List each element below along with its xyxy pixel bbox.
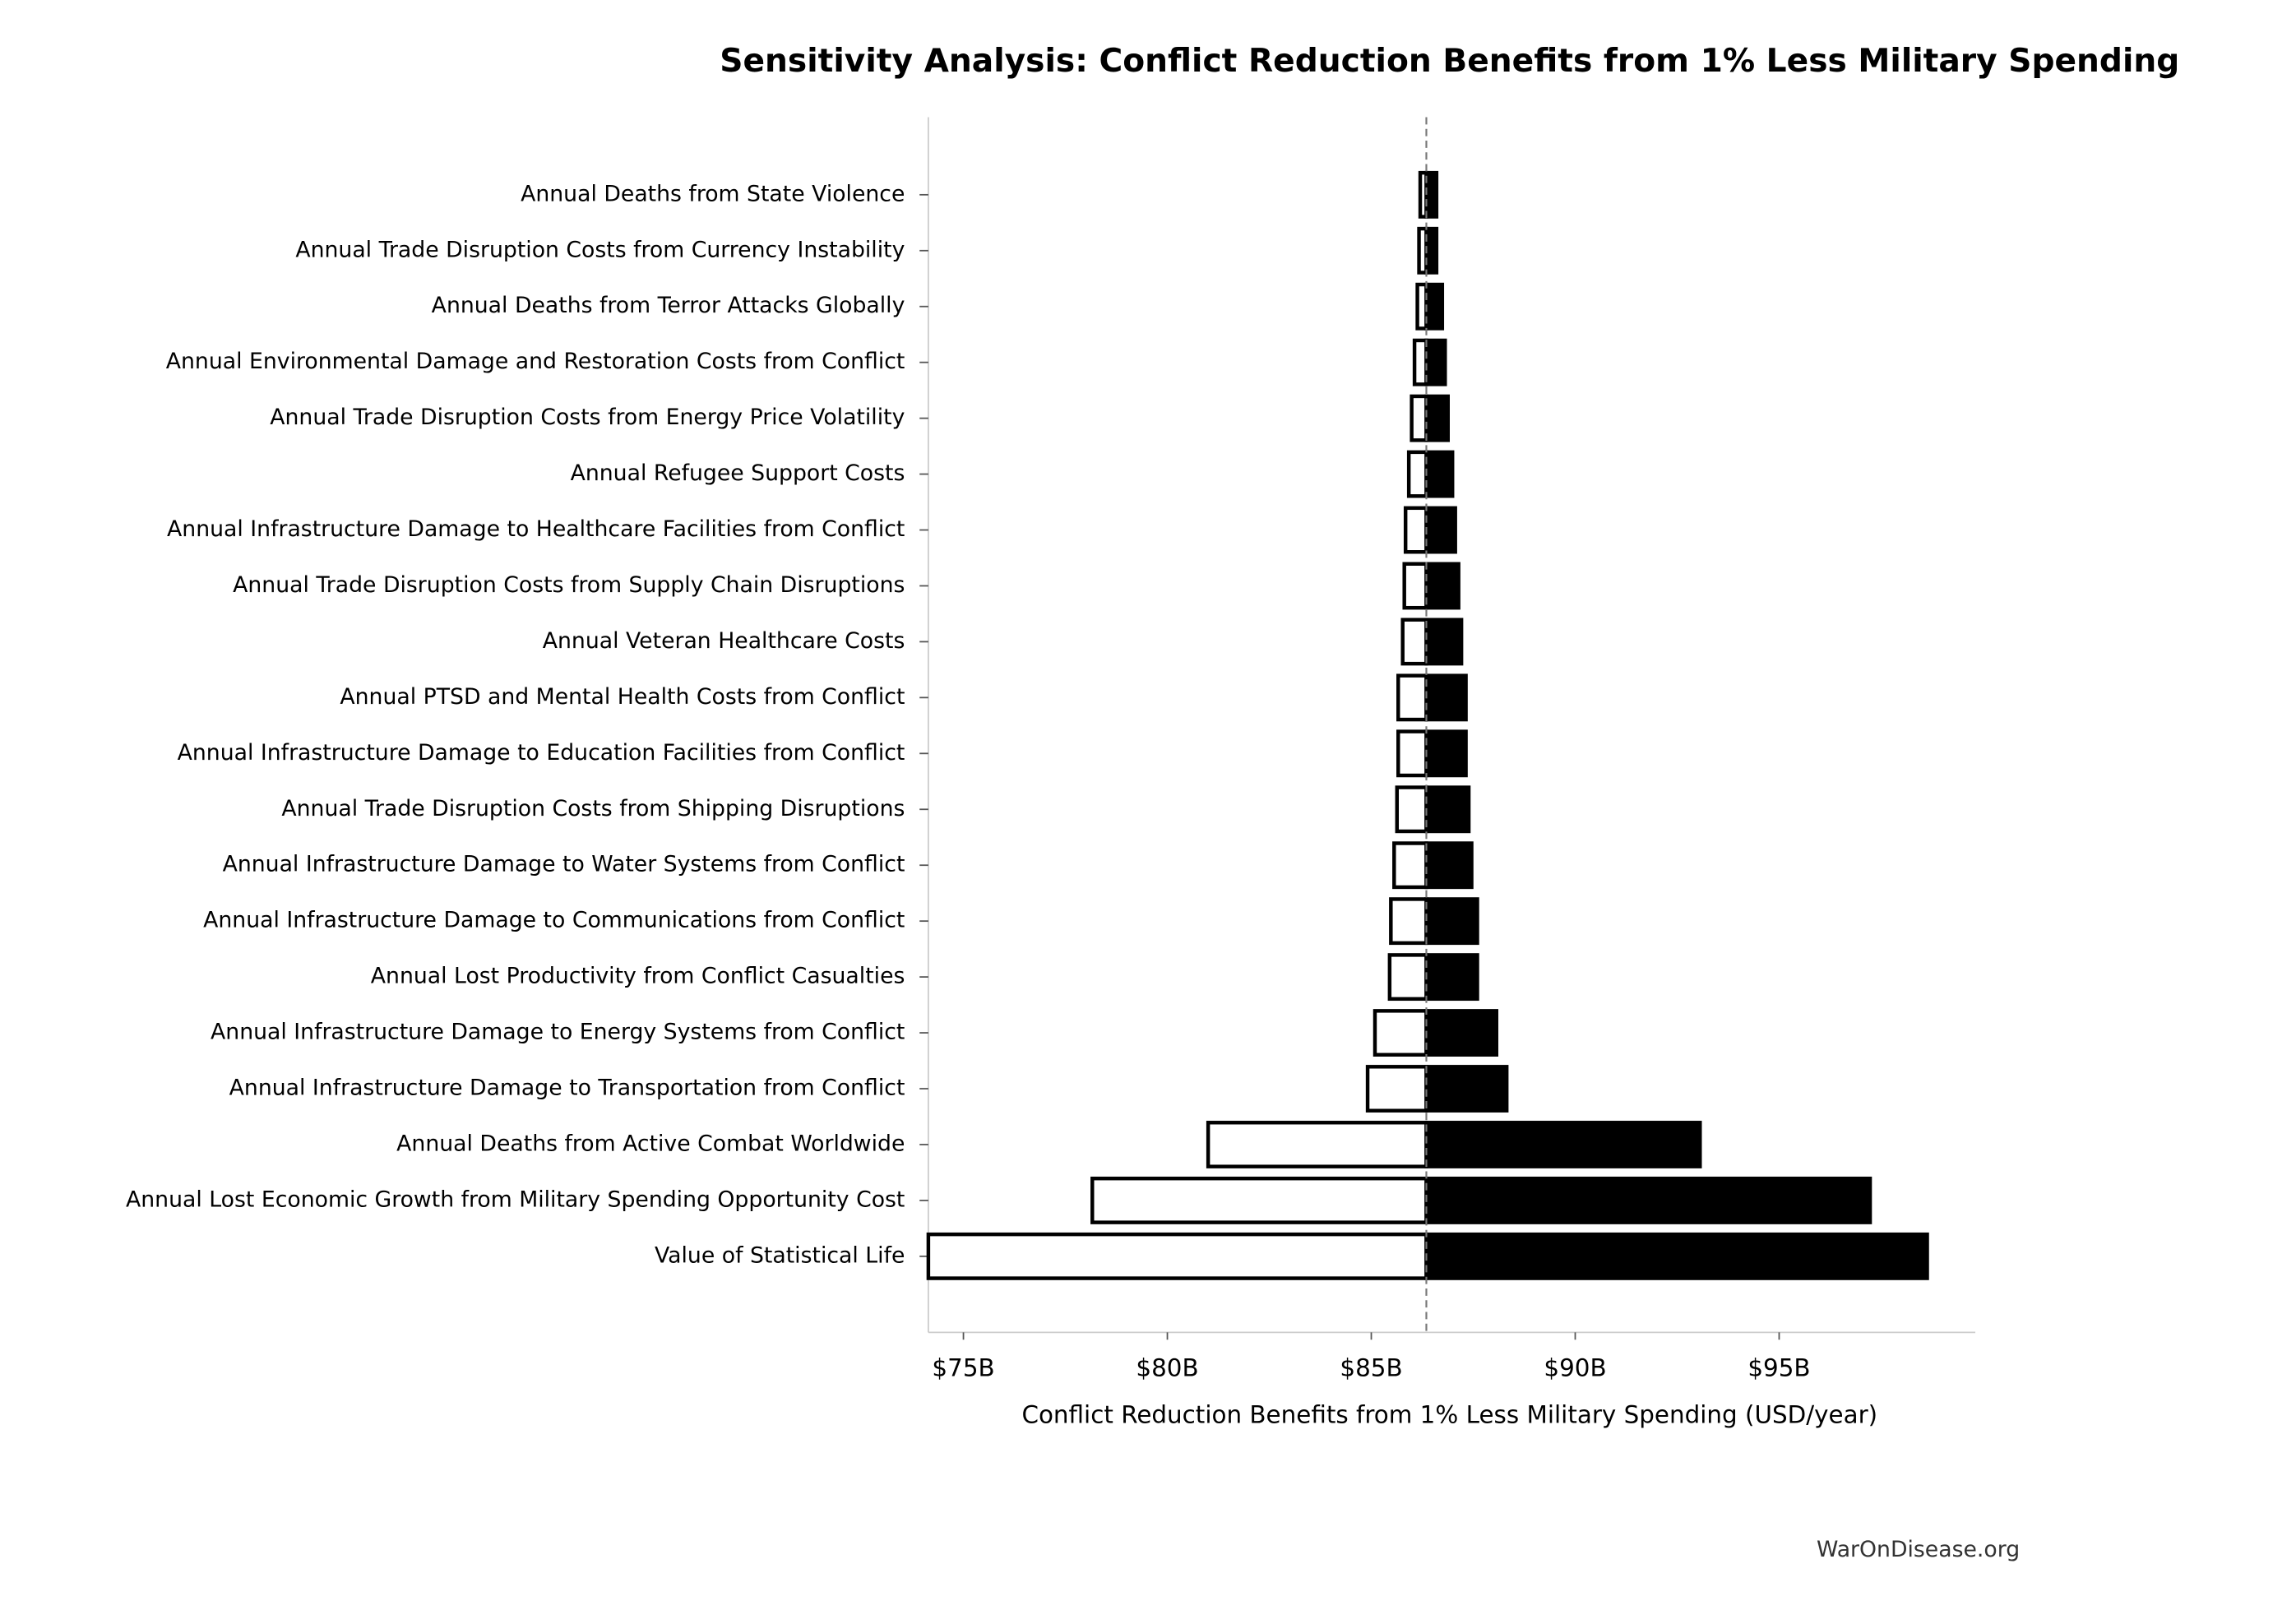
bar — [1392, 841, 1428, 890]
bar — [1424, 562, 1460, 610]
bar — [1373, 1009, 1428, 1057]
y-tick-label: Annual Infrastructure Damage to Communic… — [203, 908, 905, 933]
bar — [1424, 673, 1468, 722]
bar — [1424, 1121, 1702, 1168]
y-tick-label: Annual Trade Disruption Costs from Suppl… — [233, 572, 905, 598]
y-tick-label: Annual Trade Disruption Costs from Energ… — [270, 405, 905, 430]
y-tick-label: Value of Statistical Life — [655, 1242, 905, 1268]
bar — [1424, 1065, 1509, 1113]
x-tick-label: $75B — [932, 1353, 994, 1381]
bar — [1424, 785, 1471, 834]
bar — [1424, 338, 1447, 386]
y-tick-label: Annual Infrastructure Damage to Healthca… — [167, 516, 905, 542]
bar — [926, 1232, 1428, 1280]
bar — [1396, 729, 1428, 778]
bar — [1424, 1176, 1872, 1224]
bar — [1389, 897, 1428, 946]
bar — [1424, 1232, 1929, 1280]
bar — [1424, 226, 1439, 275]
bar — [1365, 1065, 1428, 1113]
y-tick-label: Annual Deaths from Terror Attacks Global… — [432, 293, 905, 318]
bar — [1424, 1009, 1499, 1057]
bar — [1424, 450, 1455, 498]
y-tick-label: Annual Infrastructure Damage to Educatio… — [178, 740, 905, 766]
bar — [1424, 282, 1445, 331]
y-tick-label: Annual Trade Disruption Costs from Curre… — [295, 237, 905, 262]
y-tick-label: Annual Infrastructure Damage to Transpor… — [229, 1076, 905, 1101]
y-tick-label: Annual Infrastructure Damage to Energy S… — [211, 1020, 905, 1045]
x-tick-label: $90B — [1544, 1353, 1606, 1381]
y-tick-label: Annual Deaths from State Violence — [521, 181, 905, 206]
x-tick-label: $80B — [1136, 1353, 1198, 1381]
bar — [1396, 673, 1428, 722]
bar — [1090, 1176, 1428, 1224]
bar — [1424, 729, 1468, 778]
y-tick-label: Annual Environmental Damage and Restorat… — [166, 349, 905, 374]
footer: WarOnDisease.org — [1817, 1537, 2020, 1562]
bar — [1424, 953, 1479, 1002]
bar — [1206, 1121, 1428, 1168]
bar — [1403, 506, 1428, 554]
bar — [1424, 618, 1464, 666]
x-tick-label: $85B — [1340, 1353, 1402, 1381]
bar — [1406, 450, 1428, 498]
bar — [1400, 618, 1428, 666]
bar — [1402, 562, 1428, 610]
y-tick-label: Annual Deaths from Active Combat Worldwi… — [396, 1131, 905, 1156]
bar — [1424, 170, 1439, 219]
y-tick-label: Annual Infrastructure Damage to Water Sy… — [223, 852, 905, 877]
bar — [1410, 394, 1428, 442]
y-tick-label: Annual Trade Disruption Costs from Shipp… — [281, 796, 905, 821]
bar — [1395, 785, 1428, 834]
y-tick-label: Annual Veteran Healthcare Costs — [543, 628, 905, 654]
bar — [1424, 897, 1479, 946]
bar — [1424, 841, 1474, 890]
bar — [1387, 953, 1428, 1002]
y-tick-label: Annual PTSD and Mental Health Costs from… — [340, 684, 905, 710]
y-tick-label: Annual Refugee Support Costs — [571, 460, 905, 486]
y-tick-label: Annual Lost Productivity from Conflict C… — [371, 964, 905, 989]
y-tick-label: Annual Lost Economic Growth from Militar… — [126, 1187, 905, 1212]
bar — [1424, 506, 1457, 554]
bar — [1424, 394, 1450, 442]
x-tick-label: $95B — [1747, 1353, 1810, 1381]
x-axis-label: Conflict Reduction Benefits from 1% Less… — [1021, 1400, 1877, 1428]
chart-title: Sensitivity Analysis: Conflict Reduction… — [720, 43, 2179, 80]
